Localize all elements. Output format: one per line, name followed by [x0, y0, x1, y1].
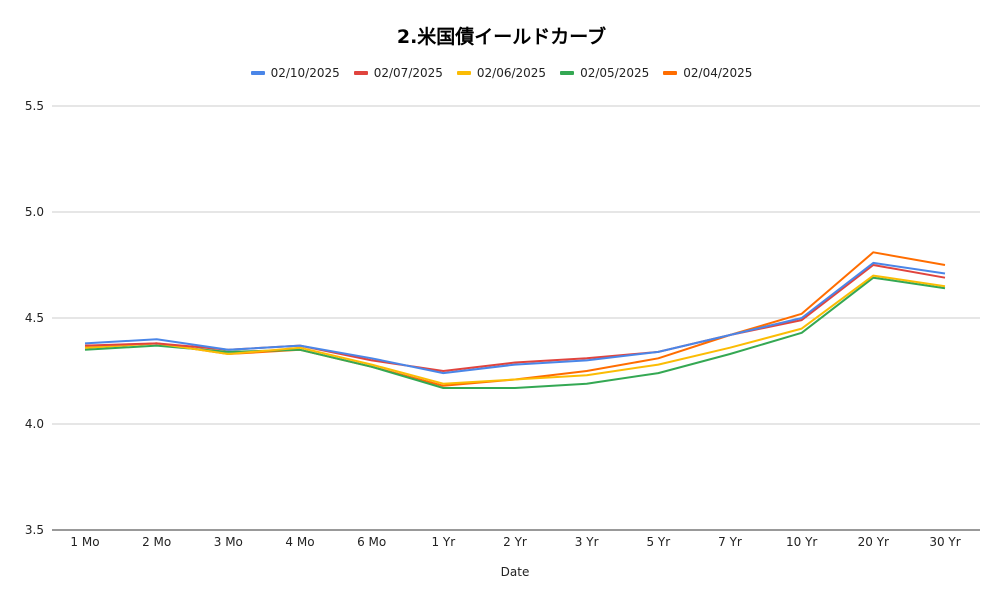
- legend-swatch: [663, 71, 678, 75]
- series-line-3: [84, 274, 946, 385]
- x-tick-label: 2 Mo: [142, 535, 171, 549]
- legend-swatch: [250, 71, 265, 75]
- y-tick-label: 5.5: [25, 99, 44, 113]
- x-tick-label: 6 Mo: [357, 535, 386, 549]
- y-tick-label: 4.0: [25, 417, 44, 431]
- legend-item: 02/06/2025: [456, 66, 547, 80]
- x-tick-label: 20 Yr: [858, 535, 889, 549]
- legend-item: 02/04/2025: [663, 66, 752, 80]
- x-tick-label: 3 Mo: [214, 535, 243, 549]
- y-tick-label: 4.5: [25, 311, 44, 325]
- legend-item: 02/05/2025: [560, 66, 649, 80]
- y-tick-label: 5.0: [25, 205, 44, 219]
- legend-label: 02/06/2025: [476, 66, 547, 80]
- legend-label: 02/05/2025: [580, 66, 650, 80]
- legend-swatch: [560, 71, 575, 75]
- legend-swatch: [456, 71, 471, 75]
- x-tick-label: 1 Yr: [431, 535, 455, 549]
- y-tick-label: 3.5: [25, 523, 44, 537]
- x-tick-label: 2 Yr: [503, 535, 527, 549]
- x-tick-label: 30 Yr: [929, 535, 960, 549]
- x-axis-title: Date: [501, 565, 530, 579]
- legend: 02/10/2025 02/07/2025 02/06/2025 02/05/2025…: [0, 66, 1003, 80]
- legend-item: 02/10/2025: [250, 66, 340, 80]
- x-tick-label: 7 Yr: [718, 535, 742, 549]
- x-tick-label: 1 Mo: [70, 535, 99, 549]
- x-tick-label: 3 Yr: [575, 535, 599, 549]
- series-line-4: [84, 276, 946, 389]
- legend-label: 02/04/2025: [683, 66, 753, 80]
- x-tick-label: 5 Yr: [646, 535, 670, 549]
- legend-swatch: [353, 71, 368, 75]
- legend-label: 02/07/2025: [373, 66, 443, 80]
- series-line-1: [84, 261, 946, 375]
- chart-title: 2.米国債イールドカーブ: [396, 26, 607, 48]
- x-tick-label: 10 Yr: [786, 535, 817, 549]
- legend-label: 02/10/2025: [270, 66, 340, 80]
- x-tick-label: 4 Mo: [285, 535, 314, 549]
- legend-item: 02/07/2025: [353, 66, 443, 80]
